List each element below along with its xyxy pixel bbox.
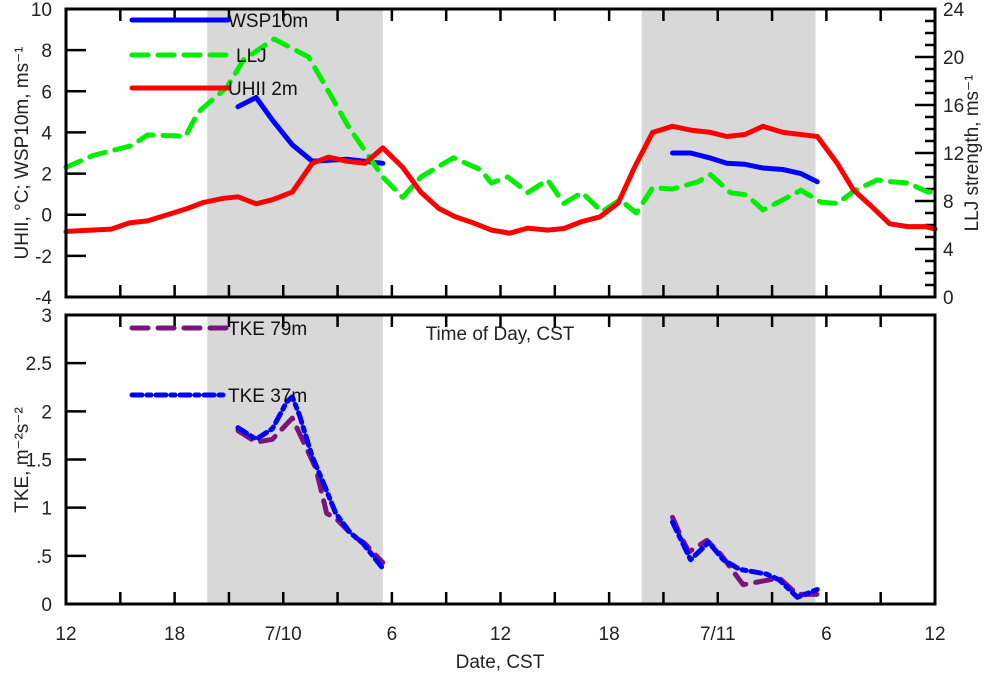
y2-tick-label: 20 [943,48,964,69]
series-lines [63,36,938,600]
series-line-tke-37m [235,394,820,600]
top-y2label: LLJ strength, ms⁻¹ [962,75,983,232]
y-tick-label: 2 [41,165,52,186]
plot-frame [64,7,937,299]
y-tick-label: -2 [35,247,52,268]
time-of-day-label: Time of Day, CST [426,324,575,345]
y-tick-label: 1.5 [26,451,52,472]
y-tick-label: 8 [41,41,52,62]
legend-label: TKE 37m [228,386,307,407]
y-tick-label: 1 [41,499,52,520]
x-tick-label: 7/11 [700,624,736,645]
x-tick-label: 6 [821,624,832,645]
series-line-uhii-2m [63,123,938,236]
y-tick-label: .5 [36,547,52,568]
y2-tick-label: 24 [943,0,965,21]
legend-label: TKE 79m [228,319,307,340]
y-tick-label: 6 [41,82,52,103]
plot-frames [64,7,937,606]
y-tick-label: 10 [31,0,52,21]
shaded-periods [207,9,816,604]
legend-label: WSP10m [228,11,308,32]
x-tick-label: 18 [599,624,620,645]
y2-tick-label: 4 [943,240,954,261]
x-tick-label: 7/10 [265,624,302,645]
x-tick-label: 18 [164,624,185,645]
y2-tick-label: 12 [943,144,964,165]
x-tick-label: 12 [55,624,76,645]
legend-label: UHII 2m [228,79,298,100]
y-tick-label: 2 [41,402,52,423]
y-tick-label: 2.5 [26,354,52,375]
x-tick-label: 12 [924,624,945,645]
series-line-llj [63,36,938,216]
night-shade [641,315,816,604]
plot-frame [64,313,937,606]
y2-tick-label: 8 [943,192,954,213]
y-tick-label: 4 [41,123,52,144]
night-shade [207,315,383,604]
night-shade [207,9,383,297]
y-tick-label: -4 [35,288,52,309]
bottom-ylabel: TKE, m⁻²s⁻² [12,407,33,513]
legends: WSP10m LLJ UHII 2m TKE 79m TKE 37m [129,11,308,407]
x-tick-label: 6 [387,624,398,645]
y-tick-label: 0 [41,595,52,616]
legend-label: LLJ [236,46,267,67]
y2-tick-label: 16 [943,96,964,117]
y-tick-label: 0 [41,206,52,227]
y2-tick-label: 0 [943,288,954,309]
x-tick-label: 12 [490,624,511,645]
y-tick-label: 3 [41,306,52,327]
night-shade [641,9,816,297]
top-ylabel: UHII, °C; WSP10m, ms⁻¹ [12,47,33,260]
bottom-xlabel: Date, CST [456,652,545,673]
